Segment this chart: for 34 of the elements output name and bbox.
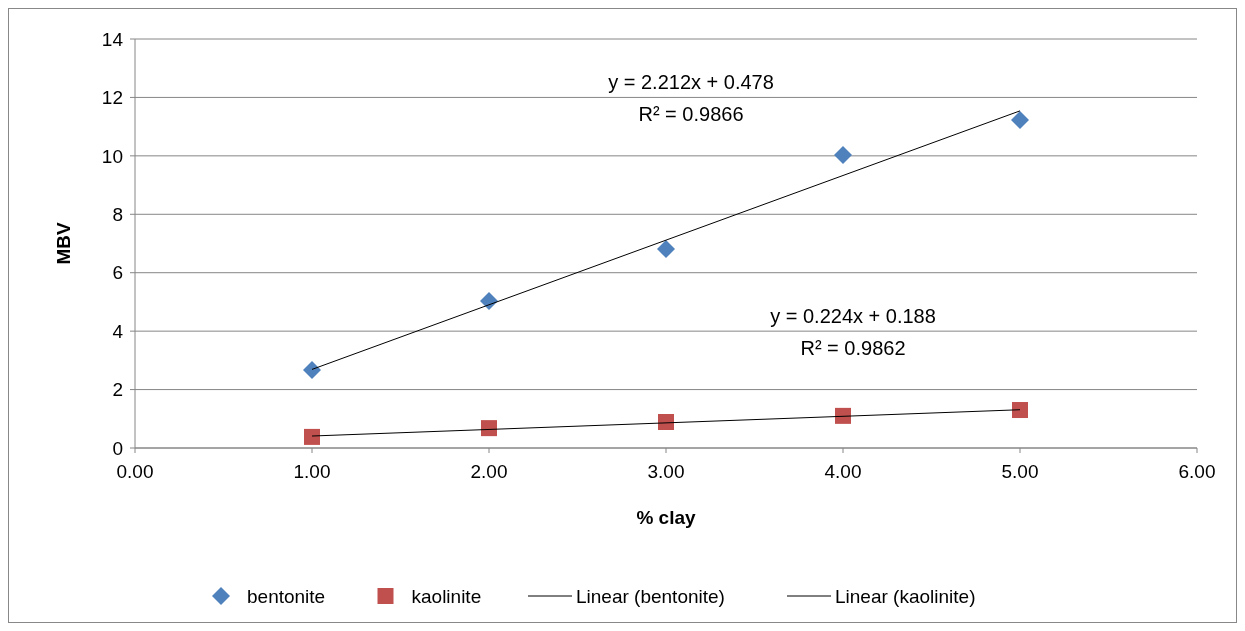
point (481, 420, 497, 437)
annotation: R² = 0.9866 (638, 103, 744, 125)
point (835, 407, 851, 424)
legend-label: kaolinite (411, 585, 482, 607)
point (658, 414, 674, 430)
legend-label: Linear (bentonite) (576, 585, 725, 607)
legend-label: bentonite (247, 585, 326, 607)
y-tick-label: 8 (112, 203, 123, 225)
y-tick-label: 0 (112, 437, 123, 459)
x-tick-label: 2.00 (470, 461, 508, 482)
point (657, 240, 675, 259)
x-axis-title: % clay (636, 507, 697, 528)
x-tick-label: 3.00 (647, 461, 685, 482)
point (834, 145, 852, 164)
y-tick-label: 12 (101, 87, 123, 109)
x-tick-label: 4.00 (824, 461, 862, 482)
point (1012, 402, 1028, 419)
y-axis-title: MBV (53, 222, 74, 265)
y-tick-label: 6 (112, 262, 123, 284)
annotation: R² = 0.9862 (800, 337, 906, 359)
y-tick-label: 4 (112, 320, 124, 342)
x-tick-label: 1.00 (293, 461, 331, 482)
x-tick-label: 0.00 (116, 461, 154, 482)
y-tick-label: 2 (112, 379, 123, 401)
point (304, 428, 320, 445)
annotation: y = 2.212x + 0.478 (608, 71, 774, 93)
y-tick-label: 14 (101, 28, 124, 50)
x-tick-label: 6.00 (1178, 461, 1216, 482)
x-tick-label: 5.00 (1001, 461, 1039, 482)
annotation: y = 0.224x + 0.188 (770, 305, 936, 327)
legend-label: Linear (kaolinite) (835, 585, 976, 607)
y-tick-label: 10 (101, 145, 123, 167)
point (303, 361, 321, 379)
point (1011, 110, 1029, 129)
